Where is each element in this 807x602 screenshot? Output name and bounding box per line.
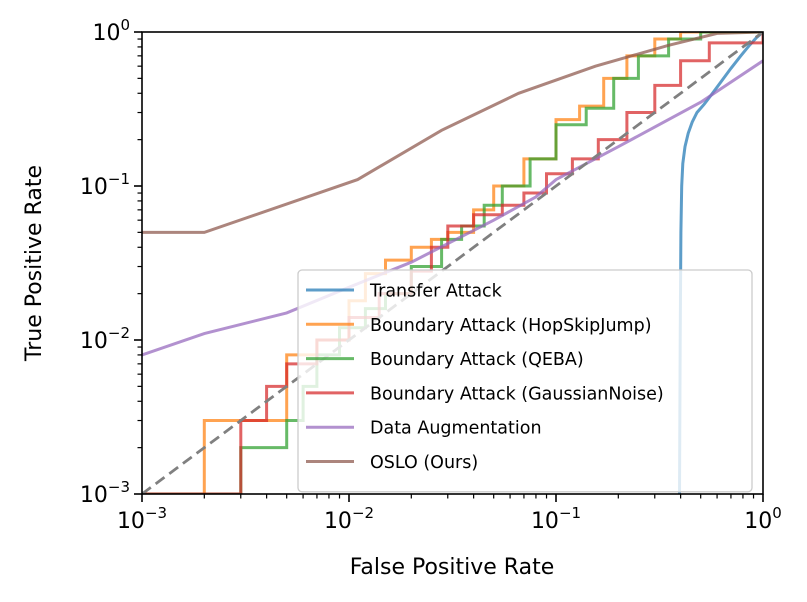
series-line-5 [142,32,763,234]
legend: Transfer Attack Boundary Attack (HopSkipJ… [297,269,753,493]
legend-label-4: Data Augmentation [370,419,542,439]
y-axis-label: True Positive Rate [22,165,47,362]
x-tick-label: 10−3 [117,504,167,534]
legend-label-5: OSLO (Ours) [370,453,478,473]
series-line-4 [142,59,763,357]
axis-ticks: 10−3 10−2 10−1 100 10−3 10−2 10−1 100 [80,16,782,534]
legend-label-2: Boundary Attack (QEBA) [370,350,584,370]
x-tick-label: 10−1 [531,504,581,534]
y-tick-label: 100 [92,16,130,46]
y-tick-label: 10−2 [80,324,130,354]
y-tick-label: 10−1 [80,170,130,200]
series-line-0 [678,32,763,494]
x-tick-label: 10−2 [324,504,374,534]
legend-box [297,269,753,493]
legend-label-1: Boundary Attack (HopSkipJump) [370,316,652,336]
legend-label-3: Boundary Attack (GaussianNoise) [370,384,664,404]
axes-frame [141,31,764,495]
x-tick-label: 100 [744,504,782,534]
plot-border [141,31,764,495]
legend-label-0: Transfer Attack [369,282,503,302]
x-axis-label: False Positive Rate [350,555,554,580]
chance-diagonal-line [142,32,763,494]
y-tick-label: 10−3 [80,478,130,508]
